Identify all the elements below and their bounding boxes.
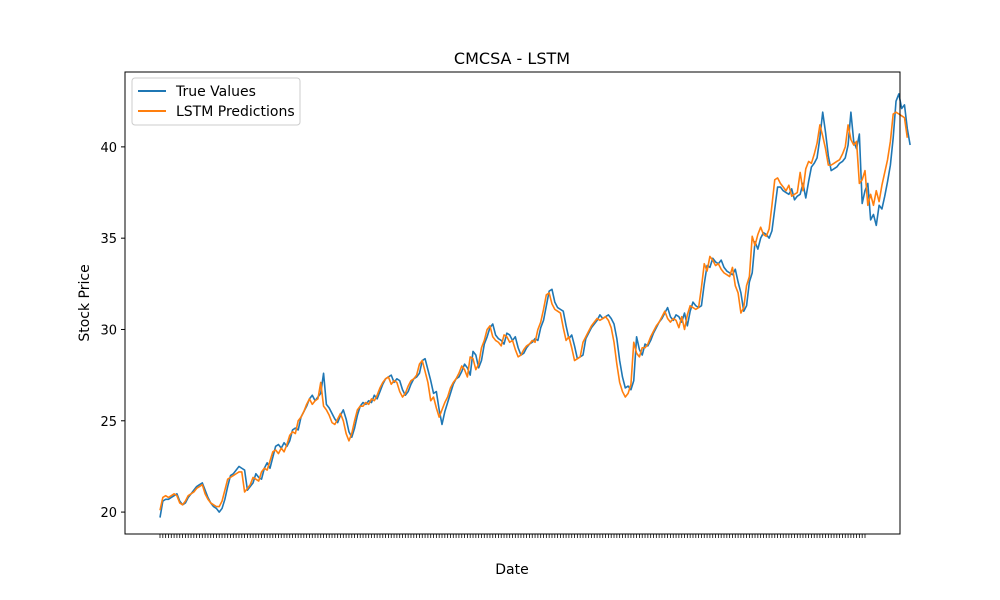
legend-box xyxy=(131,77,301,126)
y-axis-label: Stock Price xyxy=(77,264,93,341)
plot-frame xyxy=(124,71,901,535)
x-axis-label: Date xyxy=(495,562,528,578)
y-axis: 20 25 30 35 40 xyxy=(100,141,125,521)
y-tick-label: 40 xyxy=(100,141,117,156)
x-axis xyxy=(159,534,866,538)
y-tick-label: 35 xyxy=(100,232,117,247)
y-tick-label: 25 xyxy=(100,415,117,430)
y-tick-label: 20 xyxy=(100,506,117,521)
legend-label-lstm-predictions: LSTM Predictions xyxy=(176,104,295,120)
legend-label-true-values: True Values xyxy=(175,84,256,100)
y-tick-label: 30 xyxy=(100,323,117,338)
plot-area xyxy=(124,71,911,535)
series-line-lstm-predictions xyxy=(159,111,909,511)
chart-title: CMCSA - LSTM xyxy=(454,49,570,68)
series-layer xyxy=(159,93,911,518)
legend: True Values LSTM Predictions xyxy=(131,77,301,126)
